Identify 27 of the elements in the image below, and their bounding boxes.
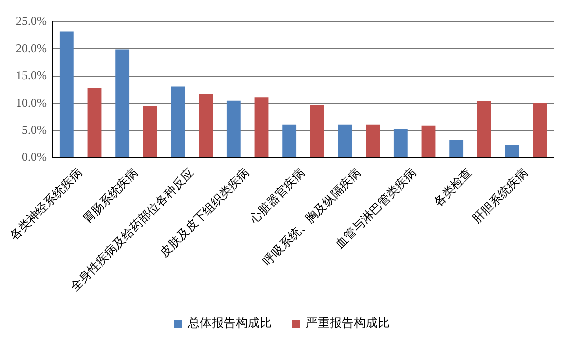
bar <box>477 101 492 158</box>
bar <box>338 124 352 158</box>
y-tick-label: 10.0% <box>16 96 47 110</box>
bar <box>171 86 186 158</box>
bar <box>533 103 548 158</box>
bar <box>310 105 324 158</box>
y-tick-label: 0.0% <box>22 150 47 164</box>
bar <box>282 124 297 158</box>
bar <box>226 100 241 158</box>
legend-label: 严重报告构成比 <box>306 316 390 330</box>
bar <box>505 146 520 158</box>
bar <box>88 88 102 158</box>
y-tick-label: 20.0% <box>16 41 47 56</box>
bar <box>116 50 130 158</box>
bar <box>450 140 464 158</box>
bar <box>254 98 269 158</box>
bar <box>422 126 436 158</box>
y-tick-label: 15.0% <box>16 68 47 83</box>
bar <box>394 129 408 158</box>
bar <box>199 94 214 158</box>
bar <box>143 106 158 158</box>
y-tick-label: 5.0% <box>22 122 47 137</box>
bar <box>366 124 380 158</box>
x-tick-label: 各类检查 <box>430 166 475 210</box>
legend-label: 总体报告构成比 <box>187 316 272 330</box>
y-tick-label: 25.0% <box>16 14 47 28</box>
bar <box>60 32 74 158</box>
